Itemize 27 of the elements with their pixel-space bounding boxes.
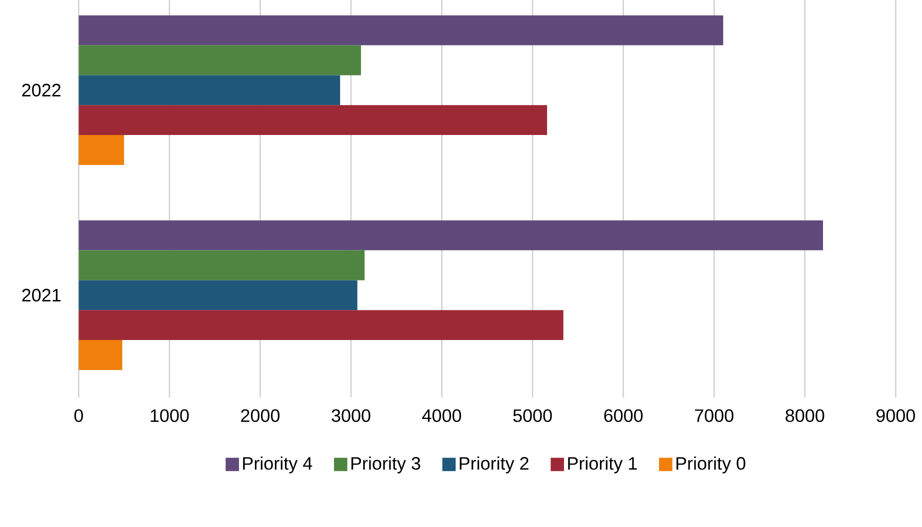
legend-label: Priority 4 (243, 456, 312, 474)
bar (78, 310, 564, 340)
x-tick-label: 9000 (876, 409, 915, 422)
bar (78, 45, 361, 76)
x-tick-label: 7000 (695, 409, 734, 422)
x-tick-label: 5000 (513, 409, 552, 422)
bar (78, 280, 358, 310)
bar (78, 15, 724, 46)
x-tick-label: 4000 (422, 409, 462, 422)
x-tick-label: 1000 (150, 409, 189, 422)
bar (78, 105, 548, 136)
x-tick-label: 0 (74, 409, 83, 422)
y-tick-label: 2021 (22, 288, 60, 302)
bar (78, 340, 122, 370)
bar (78, 75, 340, 106)
bar (78, 135, 124, 165)
legend-label: Priority 3 (351, 456, 420, 474)
bar (78, 220, 824, 250)
x-tick-label: 2000 (241, 409, 280, 422)
legend-label: Priority 2 (460, 456, 528, 474)
x-tick-label: 6000 (604, 409, 643, 422)
legend-label: Priority 1 (568, 456, 637, 474)
x-tick-label: 8000 (786, 409, 824, 422)
x-tick-label: 3000 (332, 409, 370, 422)
legend-label: Priority 0 (676, 456, 746, 474)
bar (78, 250, 365, 280)
y-tick-label: 2022 (22, 84, 60, 97)
